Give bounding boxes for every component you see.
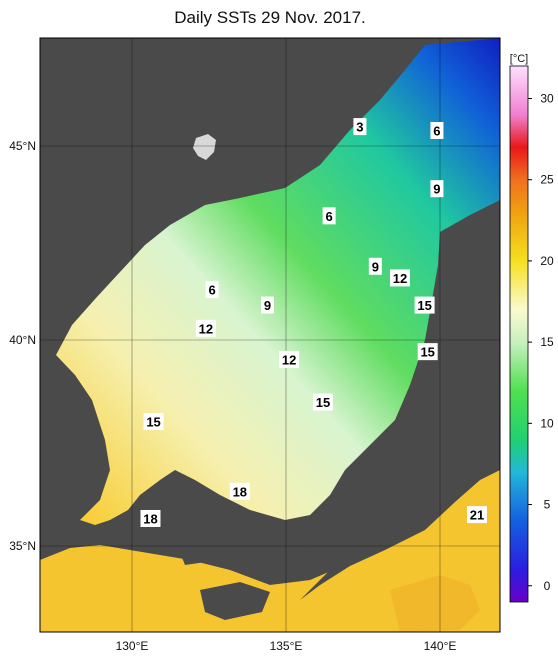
contour-label-text: 6: [208, 283, 215, 298]
contour-label: 18: [140, 509, 161, 527]
colorbar-tick-label: 30: [540, 91, 554, 105]
colorbar-tick-label: 15: [540, 335, 554, 349]
plot-frame: [39, 37, 501, 633]
colorbar-unit: [°C]: [510, 53, 528, 65]
lon-tick-130: 130°E: [116, 639, 149, 653]
colorbar-tick-label: 5: [544, 498, 551, 512]
kuroshio-warm-area: [390, 575, 480, 632]
contour-label-box: [368, 257, 382, 275]
contour-label-box: [279, 350, 300, 368]
island-landmass: [193, 134, 216, 160]
sea-of-japan: [56, 38, 500, 525]
lat-tick-45: 45°N: [9, 139, 36, 153]
contour-label-box: [229, 482, 250, 500]
kyushu-shikoku-land: [200, 582, 270, 620]
contour-label: 15: [414, 296, 435, 314]
colorbar-tick-label: 25: [540, 173, 554, 187]
contour-label-text: 15: [146, 414, 160, 429]
contour-label-box: [261, 296, 275, 314]
contour-label-text: 21: [470, 508, 484, 523]
contour-label-text: 9: [372, 259, 379, 274]
contour-label-box: [205, 281, 219, 299]
contour-label: 21: [466, 506, 487, 524]
colorbar-tick-label: 0: [544, 579, 551, 593]
contour-label-text: 15: [316, 395, 330, 410]
contour-label-box: [389, 269, 410, 287]
contour-label-box: [414, 296, 435, 314]
contour-label: 9: [368, 257, 382, 275]
pacific-sea: [40, 470, 500, 632]
contour-label-text: 3: [356, 120, 363, 135]
contour-label: 18: [229, 482, 250, 500]
contour-label: 6: [322, 207, 336, 225]
contour-label-text: 12: [282, 352, 296, 367]
contour-label-box: [466, 506, 487, 524]
contour-label-text: 6: [433, 123, 440, 138]
contour-label-box: [143, 412, 164, 430]
lat-tick-40: 40°N: [9, 333, 36, 347]
contour-label-text: 12: [393, 271, 407, 286]
contour-label-box: [417, 343, 438, 361]
contour-label-text: 15: [420, 345, 434, 360]
contour-label-text: 15: [417, 298, 431, 313]
contour-label-text: 9: [433, 182, 440, 197]
contour-label-text: 12: [199, 321, 213, 336]
contour-label: 15: [143, 412, 164, 430]
colorbar: [509, 65, 529, 603]
contour-label: 12: [279, 350, 300, 368]
lon-tick-140: 140°E: [424, 639, 457, 653]
contour-label-box: [353, 118, 367, 136]
contour-label-text: 18: [143, 511, 157, 526]
contour-labels: 3 6 9 6 9 12 6 9 15 12 15 12 15 15 18 18 21: [140, 118, 487, 527]
colorbar-tick-label: 10: [540, 416, 554, 430]
contour-label-box: [312, 393, 333, 411]
contour-label: 9: [261, 296, 275, 314]
contour-label: 6: [430, 121, 444, 139]
contour-label: 12: [389, 269, 410, 287]
contour-label-text: 6: [326, 209, 333, 224]
graticule: [40, 38, 500, 632]
contour-label: 15: [312, 393, 333, 411]
map-title: Daily SSTs 29 Nov. 2017.: [174, 8, 366, 27]
contour-label-box: [430, 121, 444, 139]
contour-label-box: [322, 207, 336, 225]
western-japan-land: [175, 526, 320, 565]
contour-label: 9: [430, 180, 444, 198]
contour-label: 3: [353, 118, 367, 136]
lon-tick-135: 135°E: [270, 639, 303, 653]
contour-label: 12: [195, 319, 216, 337]
contour-label-box: [195, 319, 216, 337]
lat-tick-35: 35°N: [9, 539, 36, 553]
contour-label-text: 18: [233, 484, 247, 499]
contour-label-box: [140, 509, 161, 527]
contour-label-text: 9: [264, 298, 271, 313]
contour-label: 6: [205, 281, 219, 299]
contour-label-box: [430, 180, 444, 198]
contour-label: 15: [417, 343, 438, 361]
colorbar-tick-label: 20: [540, 254, 554, 268]
colorbar-ticks: 30 25 20 15 10 5 0: [528, 91, 554, 593]
honshu-land: [300, 405, 500, 600]
